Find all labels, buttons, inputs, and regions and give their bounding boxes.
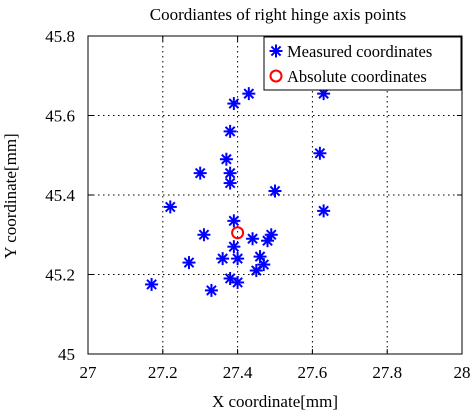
measured-point — [163, 200, 177, 214]
x-tick-label: 27.4 — [223, 363, 253, 382]
measured-point — [223, 124, 237, 138]
measured-point — [197, 228, 211, 242]
x-tick-label: 27.2 — [148, 363, 178, 382]
y-axis-label: Y coordinate[mm] — [1, 133, 20, 258]
measured-point — [204, 283, 218, 297]
legend-asterisk-icon — [269, 44, 283, 58]
measured-point — [246, 232, 260, 246]
chart-title: Coordiantes of right hinge axis points — [150, 5, 406, 24]
y-tick-label: 45.4 — [45, 186, 75, 205]
legend-marker-measured — [269, 44, 283, 58]
absolute-point — [231, 226, 245, 240]
measured-point — [145, 277, 159, 291]
y-tick-label: 45.2 — [45, 266, 75, 285]
measured-point — [231, 252, 245, 266]
x-tick-label: 27.8 — [372, 363, 402, 382]
legend-marker-absolute — [269, 69, 283, 83]
measured-point — [313, 146, 327, 160]
measured-point — [257, 258, 271, 272]
x-axis-label: X coordinate[mm] — [212, 392, 338, 411]
legend-box — [263, 36, 462, 91]
measured-point — [193, 166, 207, 180]
legend: Measured coordinates Absolute coordinate… — [263, 36, 462, 91]
x-tick-label: 28 — [454, 363, 471, 382]
data-points — [145, 87, 331, 297]
measured-point — [227, 214, 241, 228]
measured-point — [249, 264, 263, 278]
measured-point — [219, 152, 233, 166]
measured-point — [223, 176, 237, 190]
y-tick-label: 45.6 — [45, 107, 75, 126]
measured-point — [268, 184, 282, 198]
legend-label-absolute: Absolute coordinates — [287, 67, 427, 86]
y-tick-label: 45.8 — [45, 27, 75, 46]
measured-point — [317, 204, 331, 218]
x-tick-label: 27.6 — [298, 363, 328, 382]
axis-ticks: 27 27.2 27.4 27.6 27.8 28 45 45.2 45.4 45.6 45.8 — [45, 27, 470, 382]
x-tick-label: 27 — [80, 363, 98, 382]
measured-point — [182, 256, 196, 270]
legend-circle-icon — [269, 69, 283, 83]
y-tick-label: 45 — [58, 345, 75, 364]
measured-point — [231, 275, 245, 289]
measured-point — [264, 228, 278, 242]
grid-lines — [88, 36, 462, 354]
legend-label-measured: Measured coordinates — [287, 42, 432, 61]
measured-point — [242, 87, 256, 101]
measured-point — [216, 252, 230, 266]
measured-point — [227, 97, 241, 111]
measured-point — [227, 240, 241, 254]
